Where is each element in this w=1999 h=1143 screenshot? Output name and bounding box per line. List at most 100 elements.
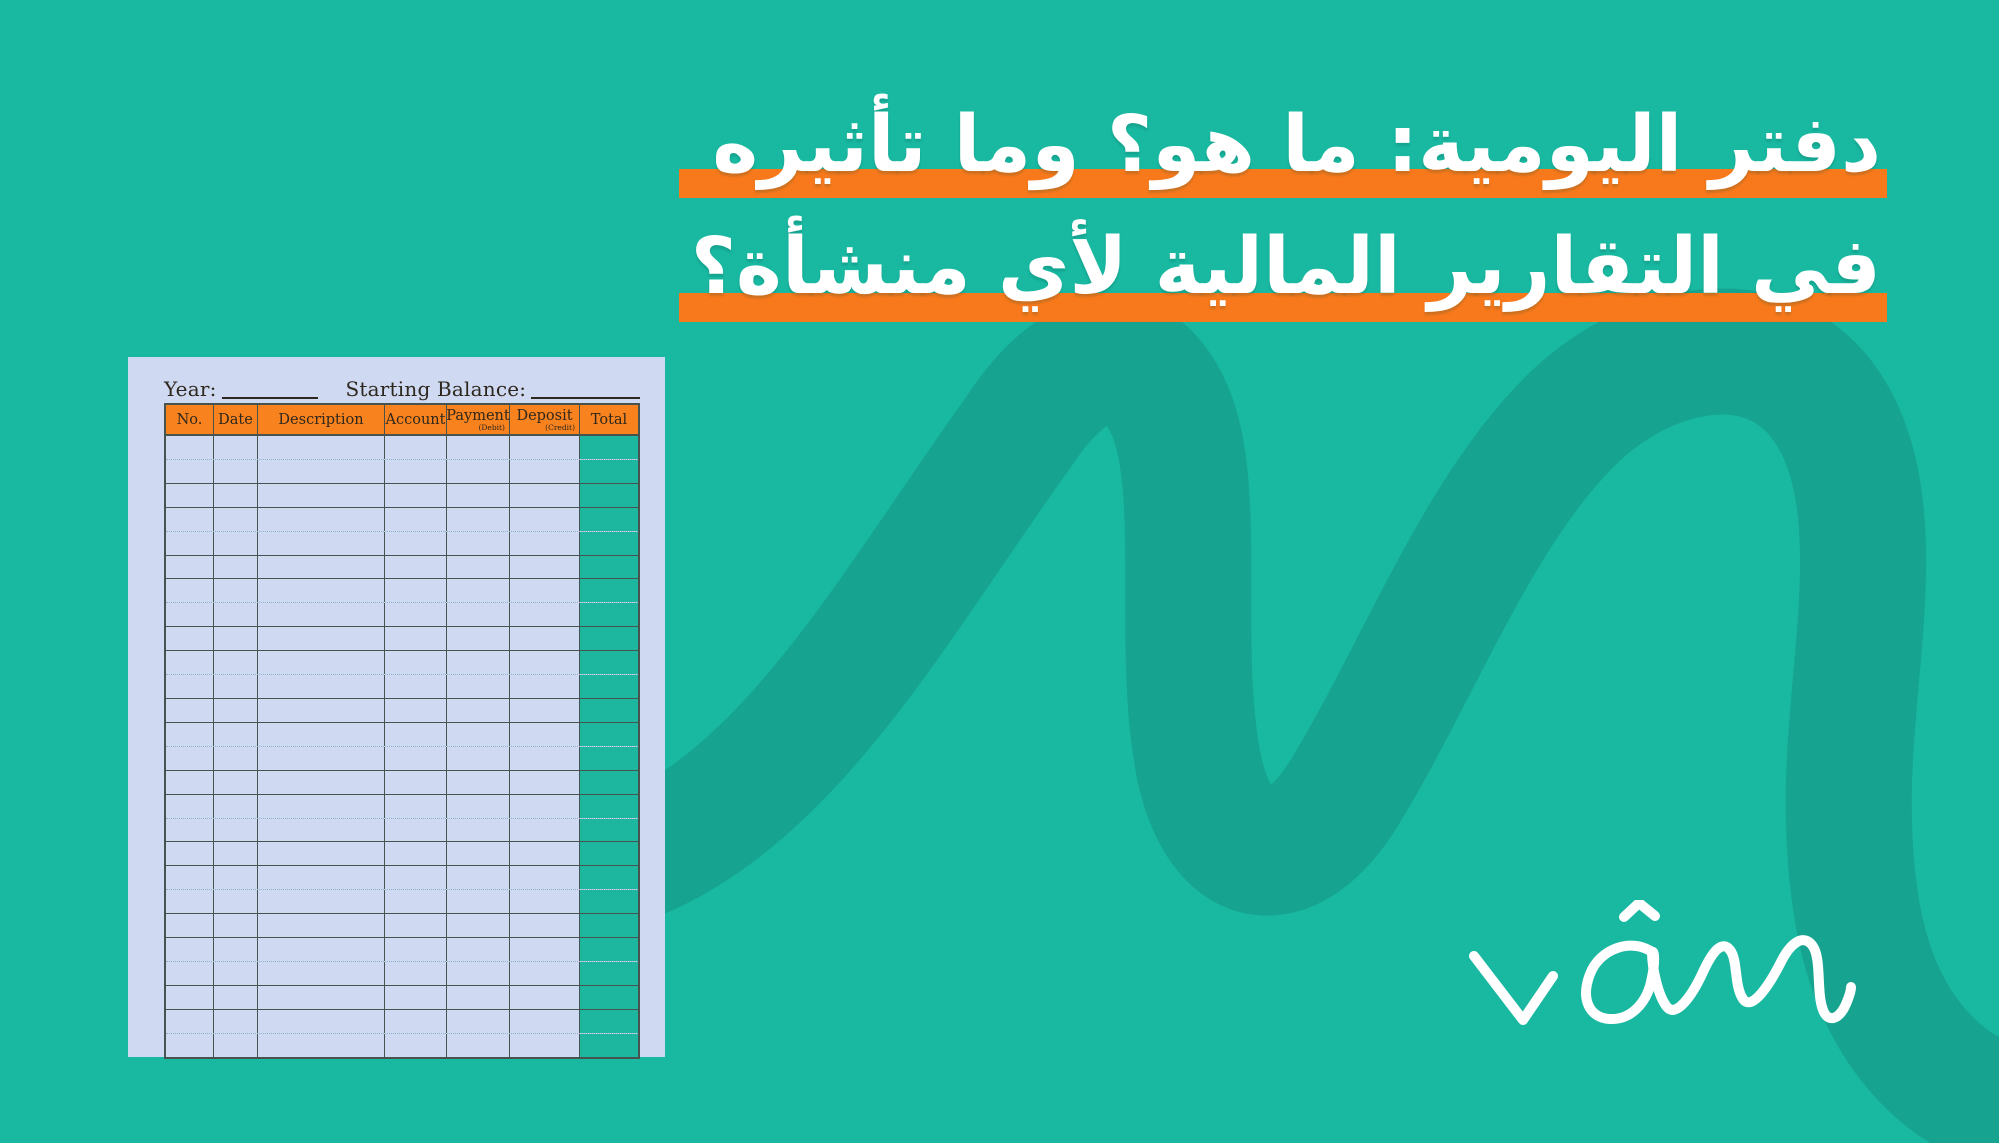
table-cell (385, 746, 447, 770)
table-cell (214, 579, 258, 603)
table-row (166, 579, 638, 604)
table-cell (385, 555, 447, 579)
title-highlight-bar-2 (679, 293, 1887, 322)
table-cell (385, 866, 447, 890)
table-cell (447, 722, 510, 746)
table-cell (214, 1009, 258, 1033)
table-cell-total (580, 890, 638, 914)
logo-circumflex-stroke (1619, 900, 1660, 922)
table-cell (510, 627, 580, 651)
column-header-label: Date (218, 411, 253, 428)
table-row (166, 985, 638, 1010)
table-cell (166, 531, 214, 555)
table-cell (166, 1009, 214, 1033)
table-row (166, 794, 638, 819)
table-cell (258, 507, 385, 531)
table-cell (385, 722, 447, 746)
column-header-description: Description (258, 405, 385, 434)
table-cell (258, 483, 385, 507)
table-cell (166, 483, 214, 507)
table-row (166, 507, 638, 532)
table-cell (447, 603, 510, 627)
table-cell-total (580, 938, 638, 961)
title-highlight-bar-1 (679, 169, 1887, 198)
table-cell (385, 938, 447, 961)
table-cell (258, 746, 385, 770)
table-cell-total (580, 436, 638, 459)
table-cell (510, 555, 580, 579)
table-cell (166, 627, 214, 651)
table-cell-total (580, 459, 638, 483)
table-cell (214, 627, 258, 651)
table-cell (385, 914, 447, 938)
table-cell (510, 866, 580, 890)
table-cell (166, 914, 214, 938)
table-cell (510, 914, 580, 938)
table-cell (385, 436, 447, 459)
table-row (166, 938, 638, 962)
table-row (166, 651, 638, 676)
table-cell (166, 794, 214, 818)
column-header-total: Total (580, 405, 638, 434)
table-cell (214, 818, 258, 842)
logo-v-stroke (1469, 951, 1558, 1025)
starting-balance-label: Starting Balance: (345, 377, 527, 401)
table-cell (214, 890, 258, 914)
table-row (166, 436, 638, 460)
table-cell (447, 842, 510, 866)
table-cell (214, 651, 258, 675)
title-text-1: دفتر اليومية: ما هو؟ وما تأثيره (712, 100, 1881, 190)
table-row (166, 698, 638, 723)
table-cell (214, 842, 258, 866)
table-cell (166, 938, 214, 961)
column-header-label: Total (590, 411, 628, 428)
table-cell (385, 818, 447, 842)
table-cell (447, 985, 510, 1009)
table-cell (214, 1033, 258, 1057)
table-row (166, 627, 638, 652)
table-cell (258, 961, 385, 985)
column-header-label: Deposit (516, 407, 573, 424)
table-cell (166, 961, 214, 985)
table-cell (385, 698, 447, 722)
table-cell (510, 507, 580, 531)
table-cell (447, 627, 510, 651)
table-cell (385, 961, 447, 985)
table-cell (447, 914, 510, 938)
table-cell (510, 1009, 580, 1033)
table-cell (258, 1009, 385, 1033)
table-cell (510, 651, 580, 675)
table-cell (447, 459, 510, 483)
table-row (166, 746, 638, 771)
column-header-label: Description (278, 411, 364, 428)
table-cell (385, 842, 447, 866)
table-cell (447, 1009, 510, 1033)
table-cell (214, 459, 258, 483)
table-cell (214, 436, 258, 459)
table-cell (447, 961, 510, 985)
table-cell (510, 842, 580, 866)
table-cell-total (580, 985, 638, 1009)
table-cell (510, 818, 580, 842)
table-row (166, 722, 638, 747)
table-cell (385, 1009, 447, 1033)
table-cell (214, 507, 258, 531)
logo-om-stroke (1581, 935, 1856, 1024)
table-cell (258, 794, 385, 818)
table-cell (166, 651, 214, 675)
table-cell-total (580, 722, 638, 746)
table-cell-total (580, 675, 638, 698)
table-cell (214, 985, 258, 1009)
table-cell (214, 722, 258, 746)
table-cell (385, 459, 447, 483)
table-row (166, 842, 638, 867)
table-cell (510, 722, 580, 746)
table-row (166, 890, 638, 915)
table-cell-total (580, 770, 638, 794)
table-cell (385, 531, 447, 555)
column-header-sublabel: (Credit) (545, 422, 575, 432)
table-cell (214, 746, 258, 770)
column-header-account: Account (385, 405, 447, 434)
table-cell (385, 890, 447, 914)
